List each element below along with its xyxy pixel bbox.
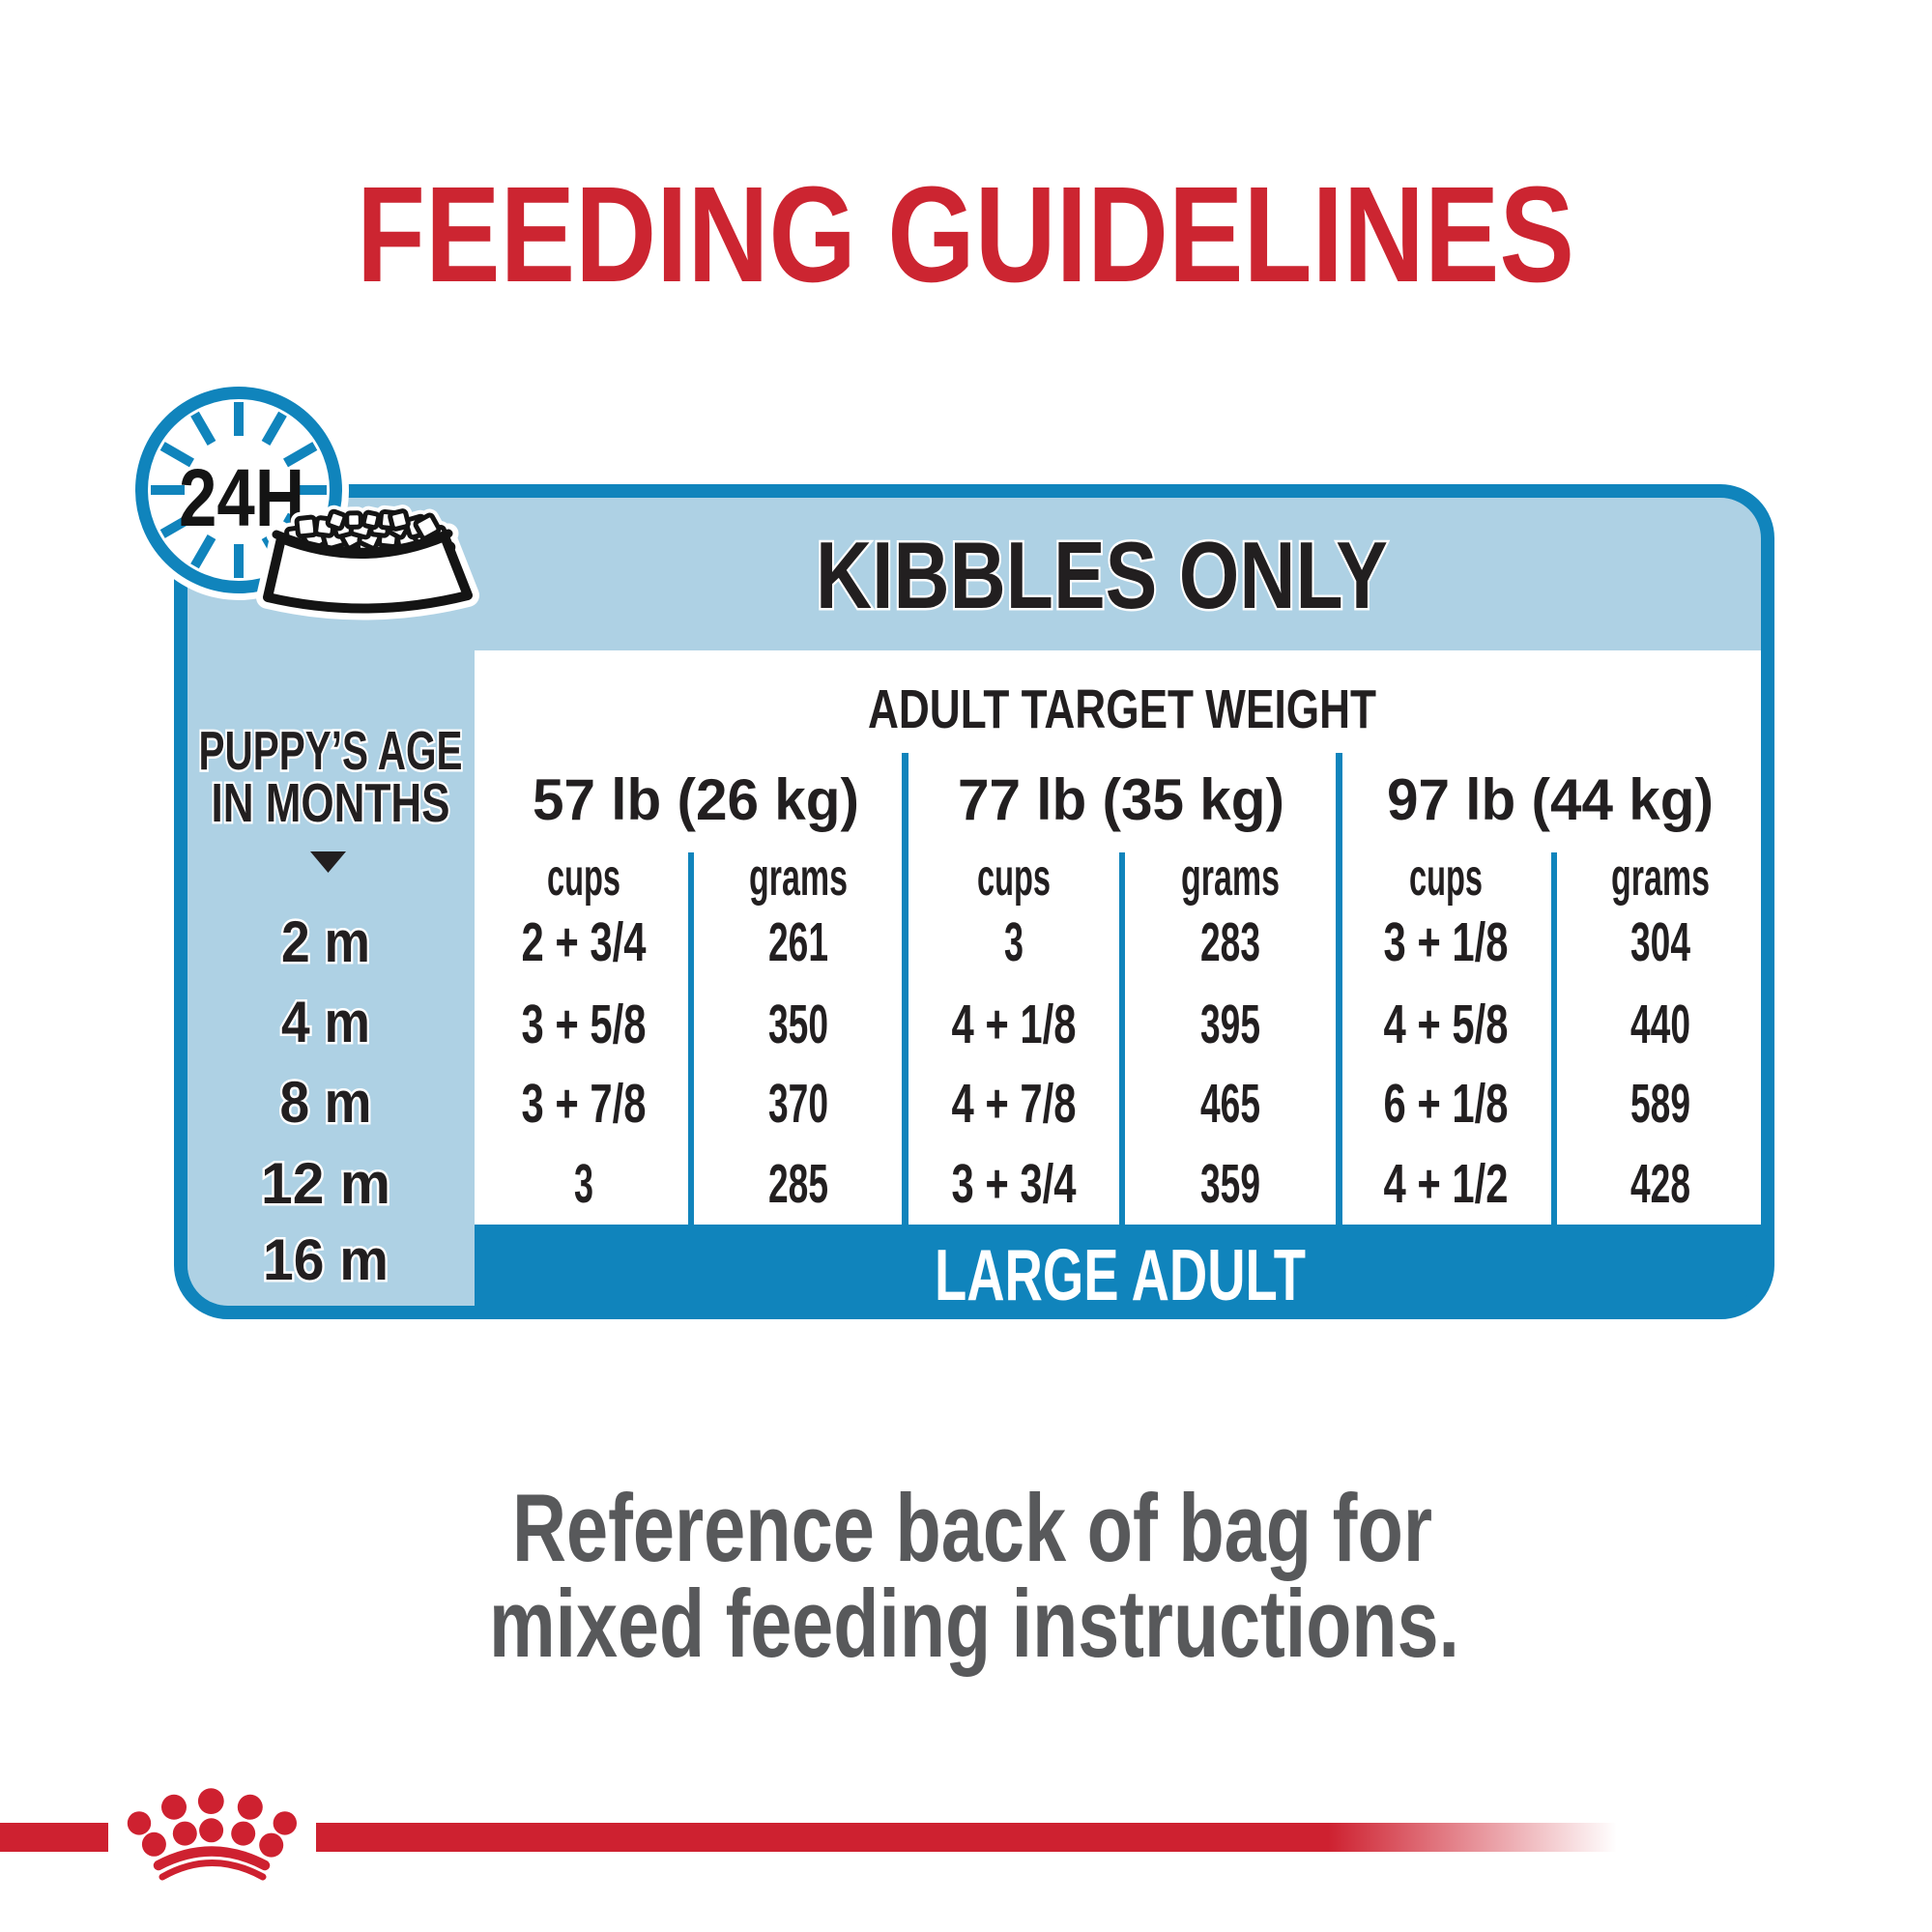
svg-text:2 + 3/4: 2 + 3/4 [522,911,647,973]
svg-text:3 + 7/8: 3 + 7/8 [522,1073,647,1135]
svg-text:350: 350 [768,994,828,1055]
svg-text:cups: cups [547,849,620,907]
svg-text:57 lb (26 kg): 57 lb (26 kg) [533,767,859,832]
svg-text:3 + 1/8: 3 + 1/8 [1384,911,1509,973]
svg-text:3 + 3/4: 3 + 3/4 [952,1153,1077,1215]
svg-text:8 m: 8 m [280,1070,372,1135]
svg-text:grams: grams [749,849,848,907]
svg-text:12 m: 12 m [261,1151,390,1216]
svg-text:4 + 1/2: 4 + 1/2 [1384,1153,1509,1215]
svg-text:428: 428 [1630,1153,1690,1215]
svg-text:3: 3 [574,1153,593,1215]
svg-text:LARGE ADULT: LARGE ADULT [935,1234,1306,1315]
svg-text:grams: grams [1611,849,1710,907]
svg-text:ADULT TARGET WEIGHT: ADULT TARGET WEIGHT [868,678,1376,740]
svg-text:16 m: 16 m [263,1227,389,1292]
svg-text:589: 589 [1630,1073,1690,1135]
svg-text:97 lb (44 kg): 97 lb (44 kg) [1387,767,1714,832]
svg-text:261: 261 [768,911,828,973]
svg-text:4 + 5/8: 4 + 5/8 [1384,994,1509,1055]
svg-text:3 + 5/8: 3 + 5/8 [522,994,647,1055]
svg-text:304: 304 [1630,911,1690,973]
svg-text:4 + 1/8: 4 + 1/8 [952,994,1077,1055]
svg-text:285: 285 [768,1153,828,1215]
svg-text:395: 395 [1200,994,1260,1055]
svg-text:370: 370 [768,1073,828,1135]
svg-text:77 lb (35 kg): 77 lb (35 kg) [958,767,1284,832]
svg-text:359: 359 [1200,1153,1260,1215]
svg-text:465: 465 [1200,1073,1260,1135]
svg-text:KIBBLES ONLY: KIBBLES ONLY [816,522,1388,628]
svg-text:cups: cups [1409,849,1483,907]
svg-text:6 + 1/8: 6 + 1/8 [1384,1073,1509,1135]
svg-text:IN MONTHS: IN MONTHS [212,772,450,834]
svg-text:283: 283 [1200,911,1260,973]
svg-text:mixed feeding instructions.: mixed feeding instructions. [489,1570,1459,1677]
svg-text:4 + 7/8: 4 + 7/8 [952,1073,1077,1135]
svg-text:440: 440 [1630,994,1690,1055]
svg-text:2 m: 2 m [281,909,370,974]
svg-text:Reference back of bag for: Reference back of bag for [512,1474,1432,1581]
svg-text:grams: grams [1181,849,1280,907]
svg-text:4 m: 4 m [281,990,370,1054]
svg-text:PUPPY’S AGE: PUPPY’S AGE [199,720,463,782]
svg-text:FEEDING GUIDELINES: FEEDING GUIDELINES [357,158,1574,310]
svg-text:3: 3 [1004,911,1024,973]
svg-text:cups: cups [977,849,1051,907]
